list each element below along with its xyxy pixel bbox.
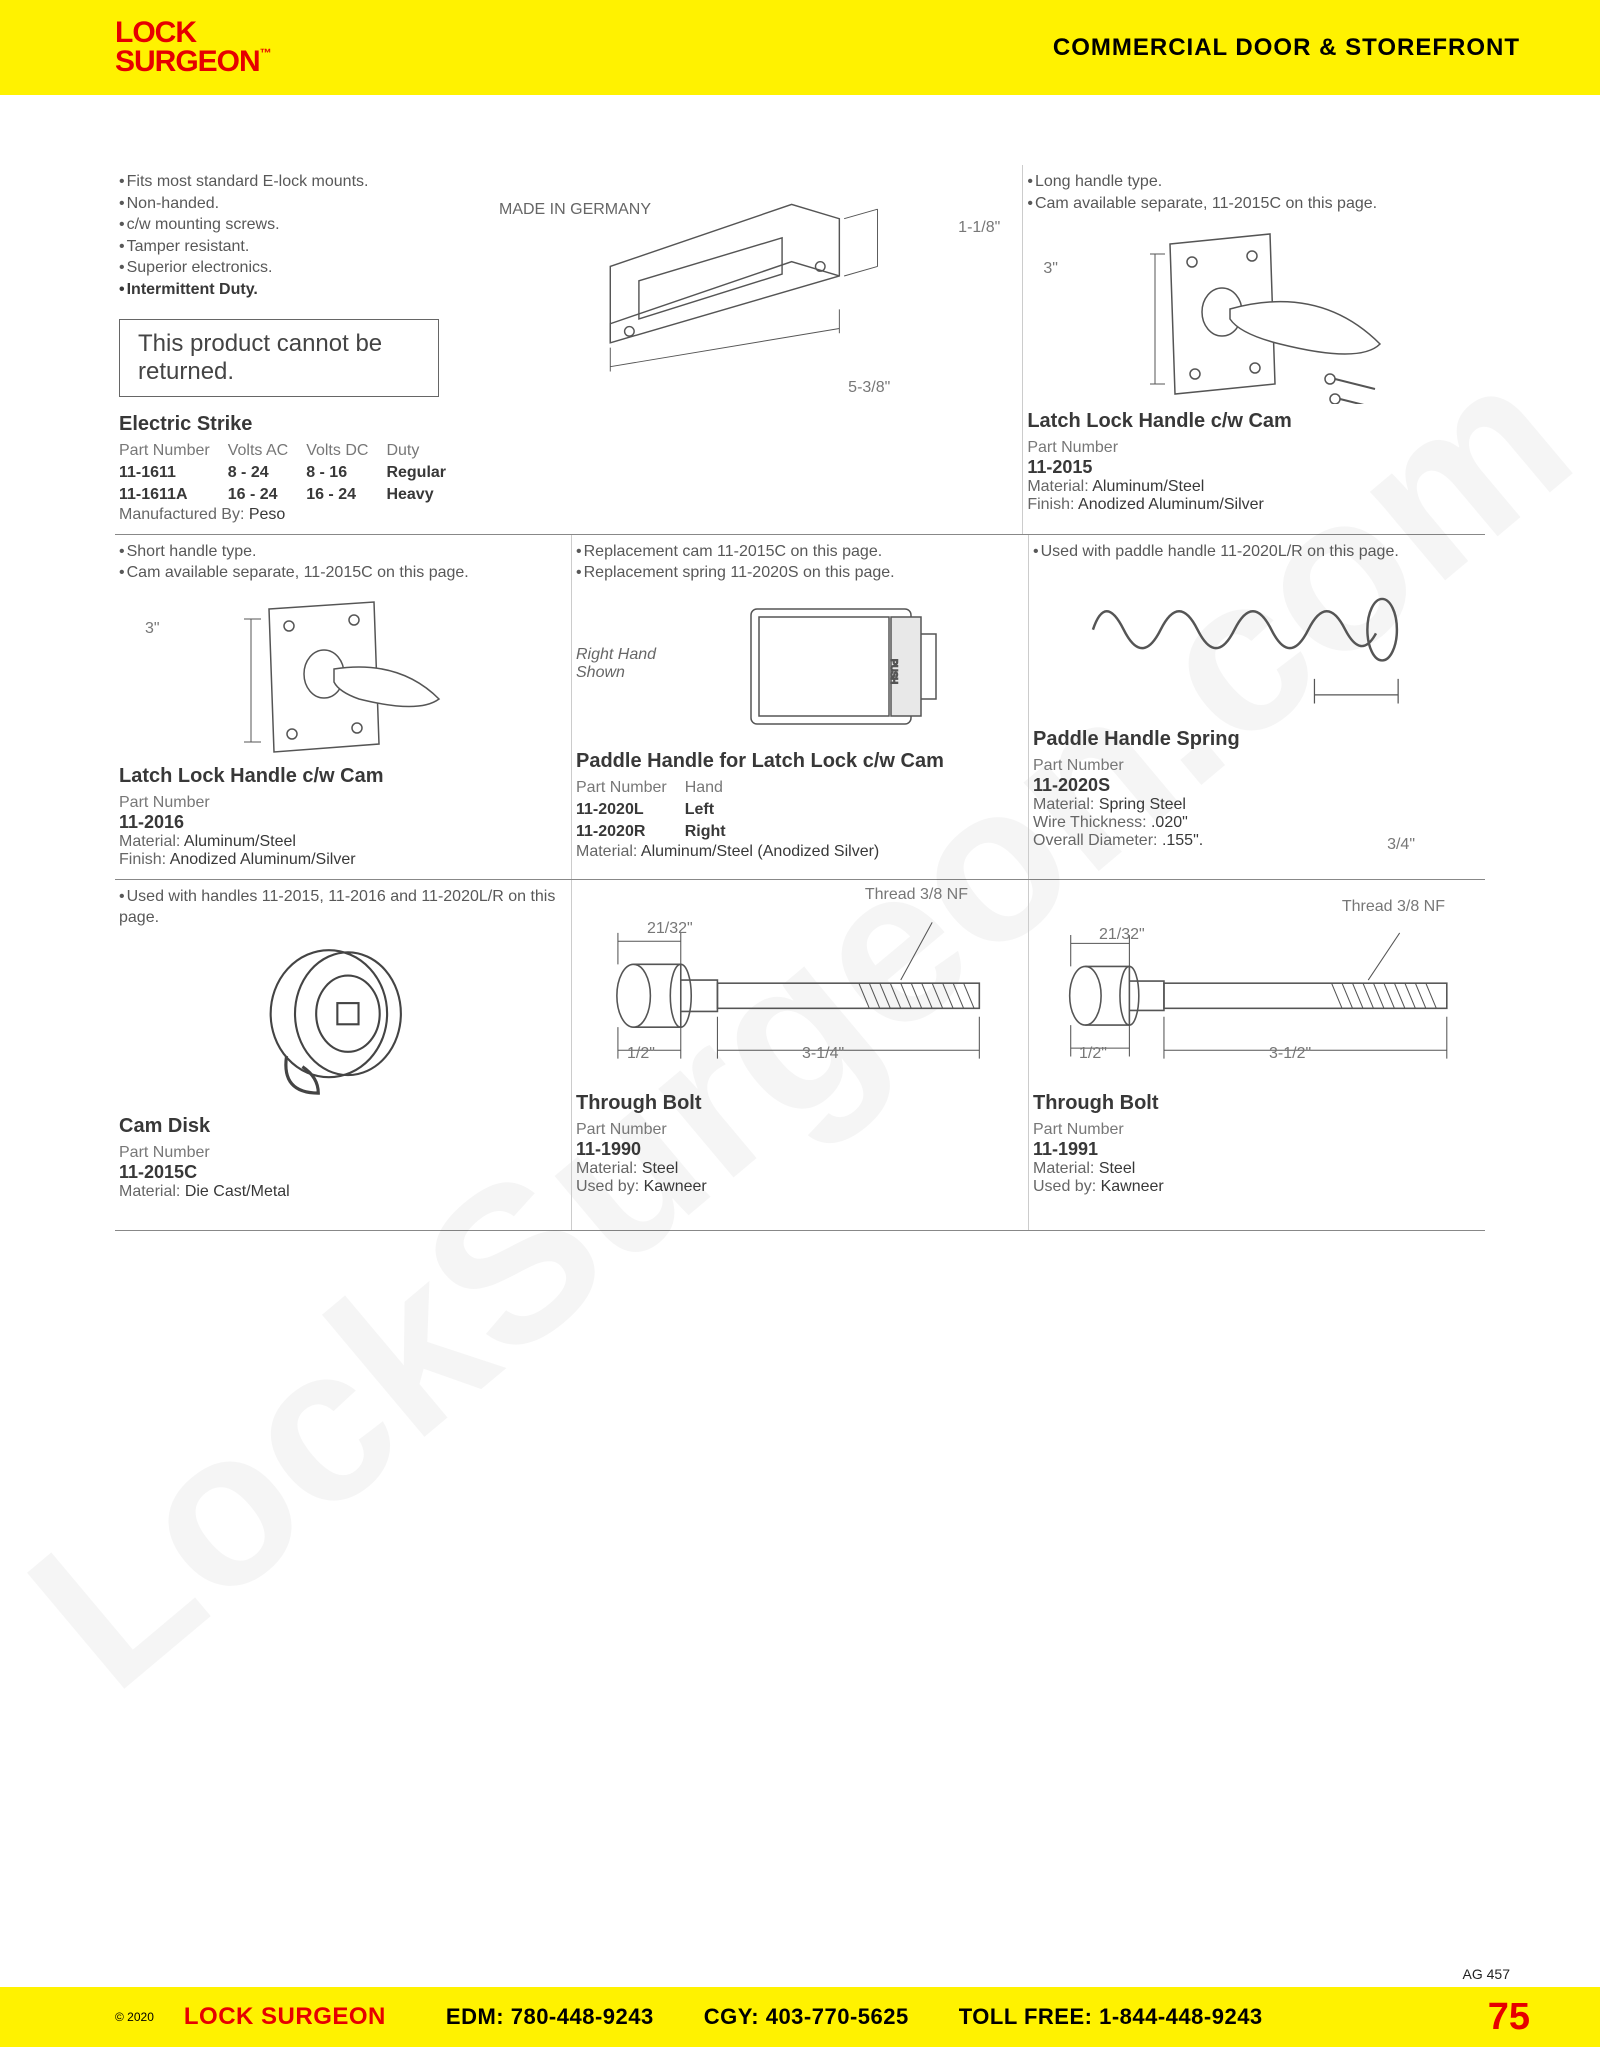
es-notes: Fits most standard E-lock mounts. Non-ha… [119, 171, 439, 301]
cam-disk-diagram [119, 929, 559, 1109]
latch-2015-diagram: 3" [1027, 214, 1473, 404]
es-dim1: 1-1/8" [958, 219, 1000, 237]
phone-toll: TOLL FREE: 1-844-448-9243 [959, 2004, 1263, 2030]
spring-diagram: 3/4" [1033, 562, 1473, 722]
latch-2016-cell: Short handle type.Cam available separate… [115, 535, 572, 879]
l1-pn: 11-2015 [1027, 457, 1473, 478]
phone-edm: EDM: 780-448-9243 [446, 2004, 654, 2030]
copyright: © 2020 [115, 2010, 154, 2024]
made-in-label: MADE IN GERMANY [499, 201, 651, 219]
l1-notes: Long handle type. Cam available separate… [1027, 171, 1473, 214]
es-dim2: 5-3/8" [848, 379, 890, 397]
phone-cgy: CGY: 403-770-5625 [704, 2004, 909, 2030]
row-2: Short handle type.Cam available separate… [115, 535, 1485, 880]
es-table: Part NumberVolts ACVolts DCDuty 11-16118… [119, 440, 464, 506]
l1-pn-lbl: Part Number [1027, 439, 1473, 457]
l1-title: Latch Lock Handle c/w Cam [1027, 410, 1473, 433]
tm: ™ [260, 46, 271, 60]
footer-brand: LOCK SURGEON [184, 2003, 386, 2031]
ag-code: AG 457 [1463, 1966, 1510, 1982]
es-title: Electric Strike [119, 413, 1010, 436]
brand-logo: LOCK SURGEON™ [115, 19, 271, 76]
cam-disk-cell: Used with handles 11-2015, 11-2016 and 1… [115, 880, 572, 1230]
spring-cell: Used with paddle handle 11-2020L/R on th… [1029, 535, 1485, 879]
page-number: 75 [1488, 1996, 1530, 2039]
footer-bar: © 2020 LOCK SURGEON EDM: 780-448-9243 CG… [0, 1987, 1600, 2047]
es-mfg: Manufactured By: Peso [119, 506, 1010, 524]
catalog-page: LOCK SURGEON™ COMMERCIAL DOOR & STOREFRO… [0, 0, 1600, 2047]
row-1: Fits most standard E-lock mounts. Non-ha… [115, 165, 1485, 535]
header-bar: LOCK SURGEON™ COMMERCIAL DOOR & STOREFRO… [0, 0, 1600, 95]
l1-dim: 3" [1043, 260, 1058, 278]
bolt-1991-cell: Thread 3/8 NF 21/32" [1029, 880, 1485, 1230]
latch-2015-cell: Long handle type. Cam available separate… [1023, 165, 1485, 534]
logo-line2: SURGEON [115, 45, 260, 78]
paddle-diagram: PUSH [666, 584, 1016, 744]
bolt-1990-cell: Thread 3/8 NF 21/32" [572, 880, 1029, 1230]
row-3: Used with handles 11-2015, 11-2016 and 1… [115, 880, 1485, 1231]
svg-text:PUSH: PUSH [889, 659, 899, 684]
paddle-handle-cell: Replacement cam 11-2015C on this page.Re… [572, 535, 1029, 879]
section-title: COMMERCIAL DOOR & STOREFRONT [1053, 34, 1520, 62]
electric-strike-cell: Fits most standard E-lock mounts. Non-ha… [115, 165, 1023, 534]
no-return-notice: This product cannot be returned. [119, 319, 439, 397]
latch-2016-diagram: 3" [119, 584, 559, 759]
content: Fits most standard E-lock mounts. Non-ha… [0, 95, 1600, 1231]
